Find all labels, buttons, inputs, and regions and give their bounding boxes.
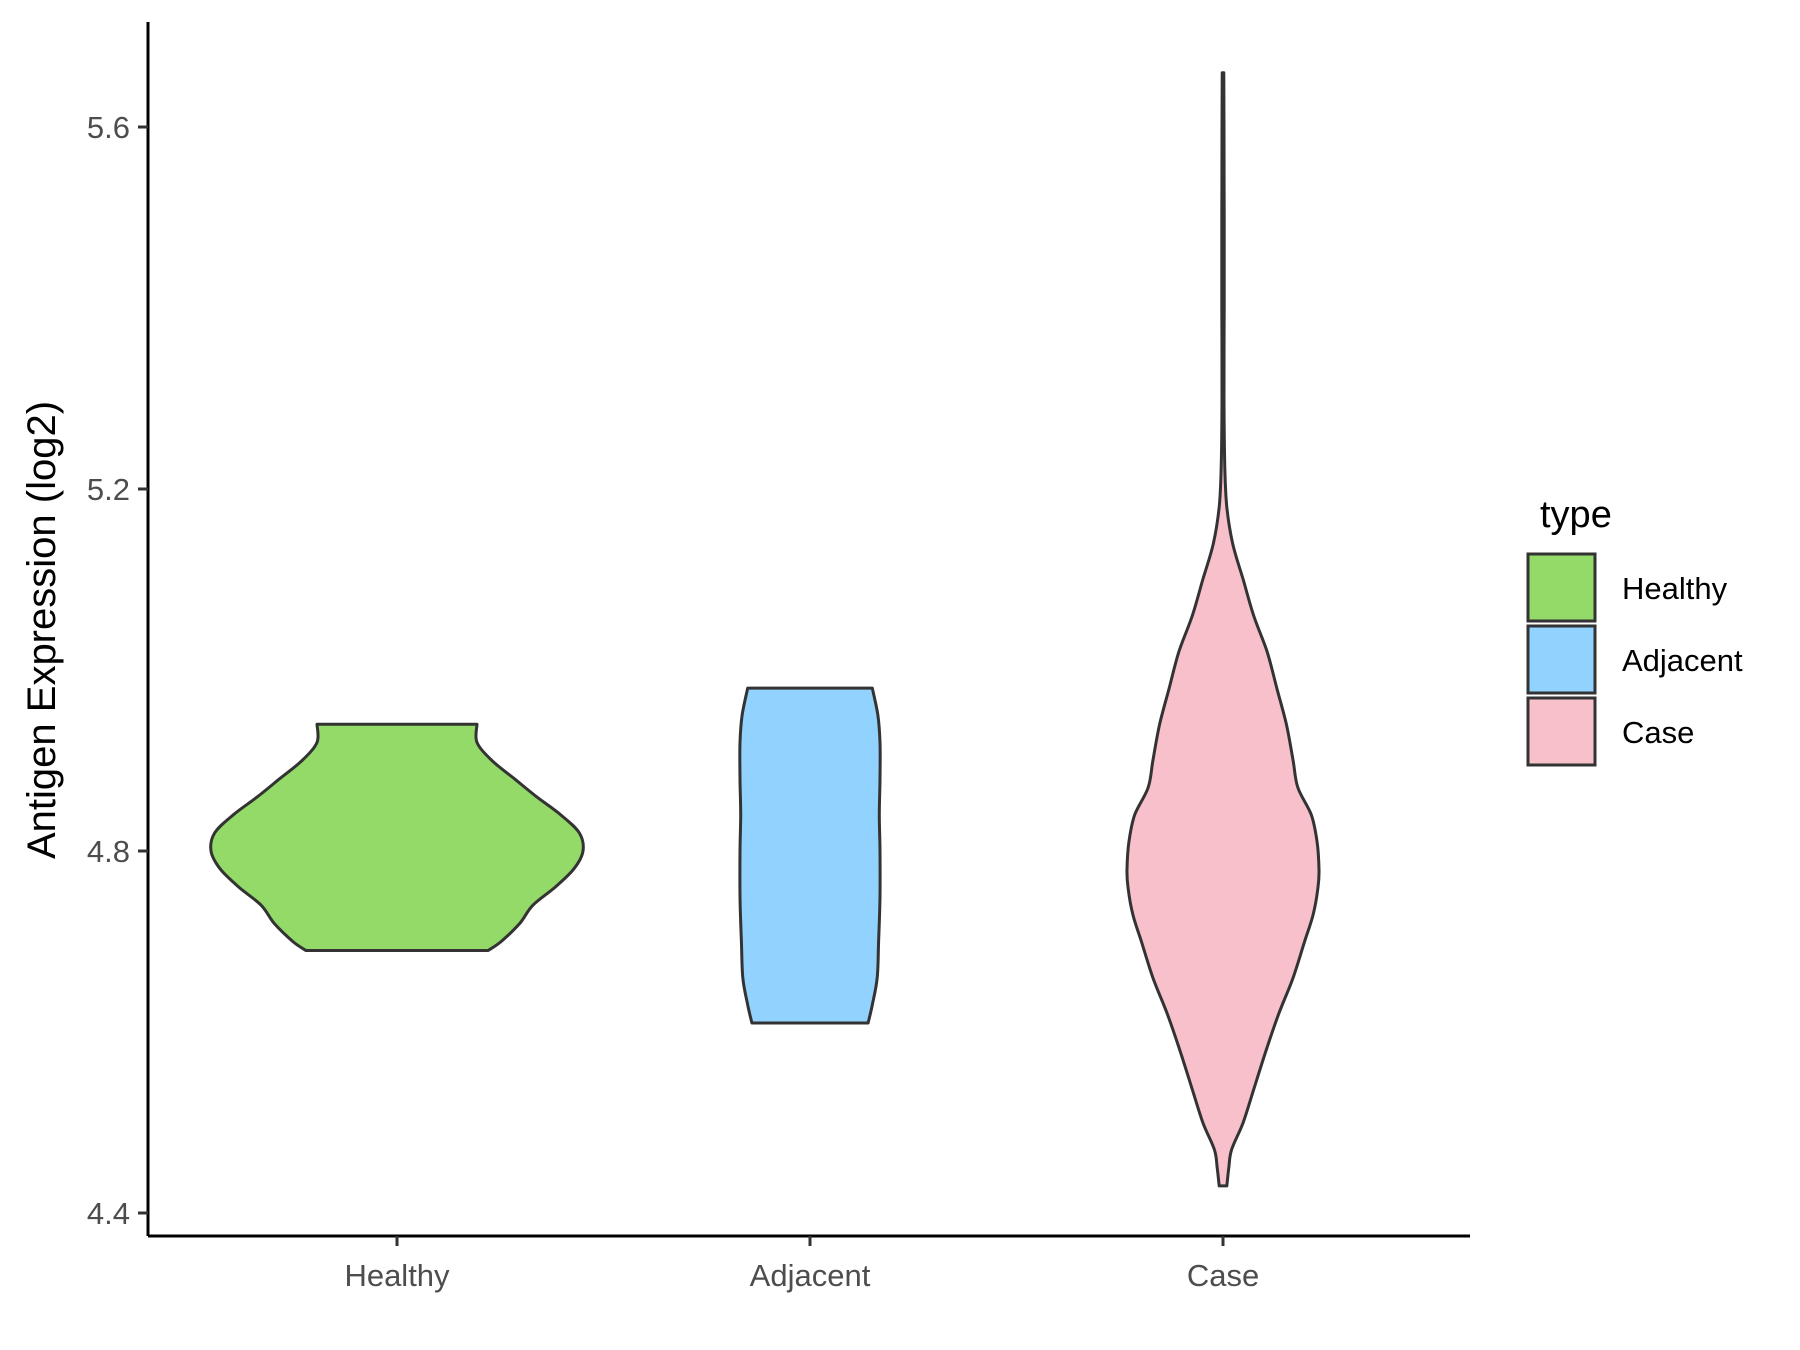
legend-swatch-adjacent	[1526, 624, 1597, 695]
legend-title: type	[1540, 494, 1612, 536]
violins	[209, 71, 1321, 1188]
legend-label-healthy: Healthy	[1622, 571, 1728, 606]
x-ticks: Healthy Adjacent Case	[344, 1236, 1259, 1293]
x-tick-label: Case	[1187, 1258, 1259, 1293]
y-tick-label: 5.2	[87, 472, 130, 507]
x-tick-label: Healthy	[344, 1258, 450, 1293]
legend-label-case: Case	[1622, 715, 1694, 750]
y-tick-label: 4.4	[87, 1196, 130, 1231]
axes	[146, 22, 1470, 1238]
x-tick-label: Adjacent	[750, 1258, 871, 1293]
y-tick-label: 5.6	[87, 110, 130, 145]
violin-healthy	[209, 722, 585, 952]
y-ticks: 4.4 4.8 5.2 5.6	[87, 110, 148, 1231]
legend-label-adjacent: Adjacent	[1622, 643, 1743, 678]
legend-swatch-healthy	[1526, 552, 1597, 623]
legend: type Healthy Adjacent Case	[1526, 494, 1743, 767]
y-tick-label: 4.8	[87, 834, 130, 869]
legend-swatch-case	[1526, 696, 1597, 767]
violin-case	[1125, 71, 1321, 1188]
violin-adjacent	[738, 686, 882, 1025]
y-axis-title: Antigen Expression (log2)	[20, 401, 64, 859]
